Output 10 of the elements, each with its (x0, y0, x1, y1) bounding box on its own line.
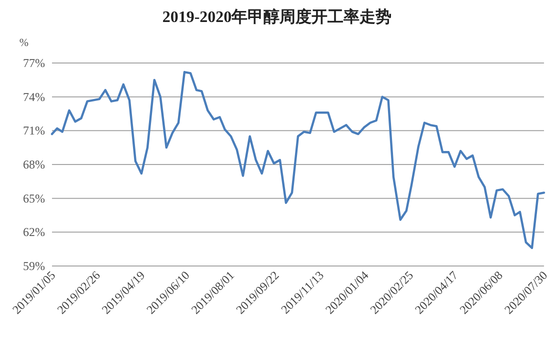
y-tick-label: 65% (23, 191, 45, 206)
line-series (50, 70, 546, 250)
y-tick-label: 77% (23, 56, 45, 70)
y-tick-label: 68% (23, 158, 45, 172)
y-tick-label: 71% (23, 124, 45, 138)
chart-title: 2019-2020年甲醇周度开工率走势 (162, 7, 392, 26)
y-axis-title: % (19, 37, 29, 49)
y-tick-label: 59% (23, 259, 45, 273)
y-tick-label: 62% (23, 225, 45, 240)
y-tick-label: 74% (23, 90, 45, 104)
